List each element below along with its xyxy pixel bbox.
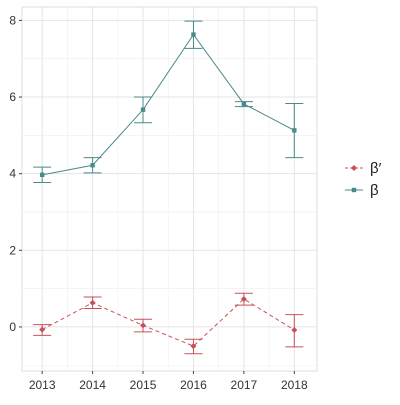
y-tick-label: 2 (9, 243, 16, 257)
data-point (291, 327, 298, 334)
legend-label: β′ (370, 160, 382, 177)
x-tick-label: 2016 (180, 378, 207, 392)
x-tick-label: 2015 (130, 378, 157, 392)
data-point (140, 107, 146, 112)
x-tick-label: 2014 (79, 378, 106, 392)
legend-label: β (370, 182, 379, 199)
data-point (240, 295, 247, 302)
grid-minor (22, 7, 317, 371)
legend-item: β (345, 182, 379, 199)
x-tick-label: 2013 (29, 378, 56, 392)
legend-item: β′ (345, 160, 382, 177)
data-point (90, 163, 95, 168)
y-tick-label: 6 (9, 90, 16, 104)
data-point (39, 326, 46, 333)
data-point (140, 322, 147, 329)
series-2 (33, 292, 304, 355)
y-tick-label: 8 (9, 13, 16, 27)
data-point (292, 128, 297, 133)
plot-panel (21, 6, 318, 372)
x-tick-label: 2017 (231, 378, 258, 392)
legend-key-marker (351, 165, 357, 171)
grid-major (22, 7, 317, 371)
y-tick-label: 0 (9, 320, 16, 334)
legend: β′ β (345, 160, 382, 199)
series-1 (33, 20, 304, 183)
y-tick-label: 4 (9, 167, 16, 181)
x-tick-label: 2018 (281, 378, 308, 392)
data-point (89, 299, 96, 306)
series-line (41, 298, 295, 347)
data-point (39, 172, 45, 178)
data-point (190, 343, 197, 350)
legend-key-marker (351, 187, 357, 193)
data-point (241, 101, 247, 107)
data-point (191, 32, 196, 37)
axis-layer: 2013 2014 2015 2016 2017 2018 0 2 4 6 8 (9, 13, 308, 392)
series-line (42, 33, 295, 176)
series-layer (33, 20, 304, 355)
